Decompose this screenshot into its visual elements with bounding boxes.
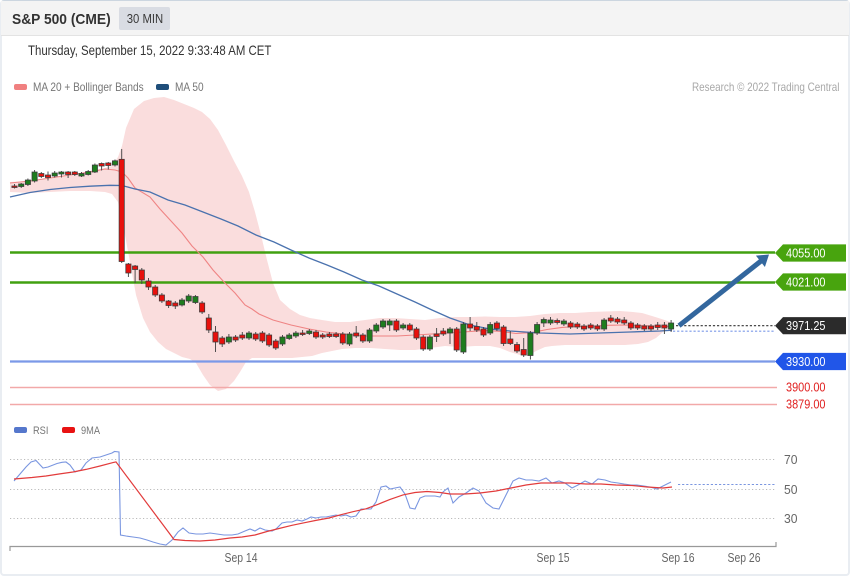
svg-text:3879.00: 3879.00 (786, 398, 826, 412)
svg-text:3971.25: 3971.25 (786, 319, 826, 333)
svg-text:3900.00: 3900.00 (786, 381, 826, 395)
svg-text:Sep 14: Sep 14 (225, 551, 258, 565)
svg-text:3930.00: 3930.00 (786, 355, 826, 369)
svg-text:Sep 15: Sep 15 (537, 551, 570, 565)
svg-text:4055.00: 4055.00 (786, 246, 826, 260)
svg-text:Sep 26: Sep 26 (728, 551, 761, 565)
svg-text:4021.00: 4021.00 (786, 275, 826, 289)
svg-text:70: 70 (784, 453, 798, 467)
svg-text:50: 50 (784, 483, 798, 497)
svg-text:Sep 16: Sep 16 (662, 551, 695, 565)
svg-text:30: 30 (784, 512, 798, 526)
